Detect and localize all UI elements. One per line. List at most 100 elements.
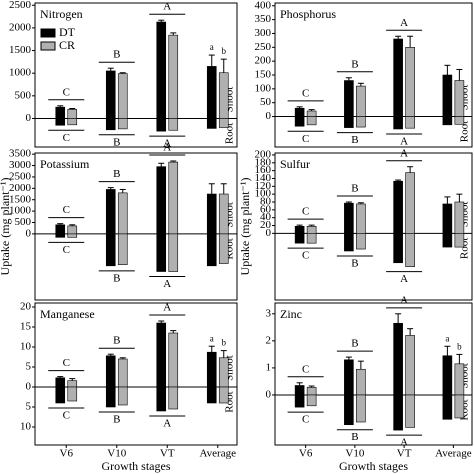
y-axis-label: Uptake (mg plant⁻¹): [0, 178, 12, 276]
y-tick-label: 2500: [9, 170, 32, 182]
y-tick-label: 1500: [9, 44, 32, 56]
shoot-bar: [442, 74, 453, 117]
significance-letter: C: [302, 87, 309, 99]
root-bar: [105, 233, 116, 267]
shoot-bar: [294, 107, 305, 117]
y-tick-label: 500: [15, 216, 32, 228]
significance-letter: b: [222, 338, 227, 348]
significance-letter: B: [113, 335, 120, 347]
x-axis-label: Growth stages: [339, 459, 408, 473]
root-bar: [405, 233, 415, 267]
shoot-bar: [356, 368, 366, 396]
y-tick-label: 200: [255, 148, 272, 160]
shoot-bar: [442, 355, 453, 396]
root-bar: [55, 118, 66, 126]
shoot-bar: [405, 172, 415, 234]
root-bar: [206, 118, 217, 129]
root-bar: [206, 386, 217, 404]
root-bar: [55, 386, 66, 404]
shoot-bar: [405, 47, 415, 117]
root-bar: [306, 394, 317, 407]
root-bar: [356, 394, 366, 423]
root-bar: [105, 386, 116, 408]
y-tick-label: 2: [266, 334, 272, 346]
significance-letter: B: [351, 58, 358, 70]
y-tick-label: 10: [20, 341, 32, 353]
shoot-bar: [344, 202, 354, 234]
root-bar: [67, 118, 78, 126]
y-tick-label: 2000: [9, 182, 32, 194]
significance-letter: C: [302, 206, 309, 218]
shoot-bar: [393, 322, 403, 396]
significance-letter: C: [63, 204, 70, 216]
root-bar: [55, 233, 66, 238]
panel-title: Sulfur: [280, 157, 310, 171]
panel-frame: [34, 2, 238, 148]
shoot-bar: [306, 387, 317, 396]
significance-letter: C: [302, 363, 309, 375]
shoot-bar: [306, 226, 317, 234]
significance-letter: A: [400, 147, 408, 159]
y-tick-label: 1000: [9, 205, 32, 217]
significance-letter: B: [113, 414, 120, 426]
significance-letter: A: [400, 136, 408, 148]
x-tick-label: VT: [397, 448, 412, 460]
root-bar: [393, 394, 403, 431]
shoot-bar: [55, 224, 66, 235]
root-bar: [442, 394, 453, 420]
shoot-bar: [356, 85, 366, 117]
y-tick-label: 150: [255, 69, 272, 81]
shoot-bar: [218, 193, 229, 235]
shoot-bar: [405, 335, 415, 396]
significance-letter: B: [351, 431, 358, 443]
panel-frame: [274, 152, 473, 301]
root-bar: [67, 233, 78, 238]
y-tick-label: 0: [266, 227, 272, 239]
x-tick-label: V6: [60, 448, 74, 460]
y-tick-label: 1500: [9, 193, 32, 205]
shoot-bar: [294, 385, 305, 396]
shoot-bar: [67, 380, 78, 388]
shoot-bar: [117, 358, 128, 388]
y-tick-label: 0: [26, 227, 32, 239]
root-bar: [168, 118, 179, 131]
y-tick-label: 0: [266, 388, 272, 400]
shoot-bar: [206, 66, 217, 119]
root-bar: [454, 394, 465, 419]
shoot-bar: [105, 355, 116, 388]
shoot-bar: [393, 180, 403, 234]
significance-letter: B: [113, 136, 120, 148]
y-tick-label: 200: [255, 55, 272, 67]
root-bar: [294, 233, 305, 244]
y-tick-label: 140: [255, 172, 272, 184]
significance-letter: B: [351, 258, 358, 270]
root-bar: [218, 118, 229, 128]
x-tick-label: V10: [345, 448, 364, 460]
significance-letter: b: [222, 46, 227, 56]
shoot-bar: [55, 377, 66, 388]
panel-title: Manganese: [40, 307, 95, 321]
shoot-bar: [454, 201, 465, 234]
y-tick-label: 180: [255, 156, 272, 168]
panel-title: Phosphorus: [280, 7, 336, 21]
shoot-bar: [218, 357, 229, 388]
shoot-bar: [117, 73, 128, 119]
shoot-bar: [442, 203, 453, 234]
root-bar: [306, 116, 317, 126]
y-tick-label: 80: [260, 196, 272, 208]
y-tick-label: 20: [260, 219, 272, 231]
significance-letter: B: [113, 49, 120, 61]
root-bar: [168, 386, 179, 410]
y-tick-label: 2500: [9, 0, 32, 11]
shoot-bar: [67, 225, 78, 235]
root-bar: [156, 386, 167, 412]
side-label: Root: [224, 123, 236, 144]
root-bar: [405, 116, 415, 129]
panel-title: Potassium: [40, 157, 90, 171]
shoot-bar: [218, 72, 229, 119]
legend-swatch: [40, 28, 56, 38]
shoot-bar: [168, 34, 179, 119]
x-tick-label: V10: [107, 448, 126, 460]
root-bar: [294, 116, 305, 127]
significance-letter: A: [400, 294, 408, 306]
